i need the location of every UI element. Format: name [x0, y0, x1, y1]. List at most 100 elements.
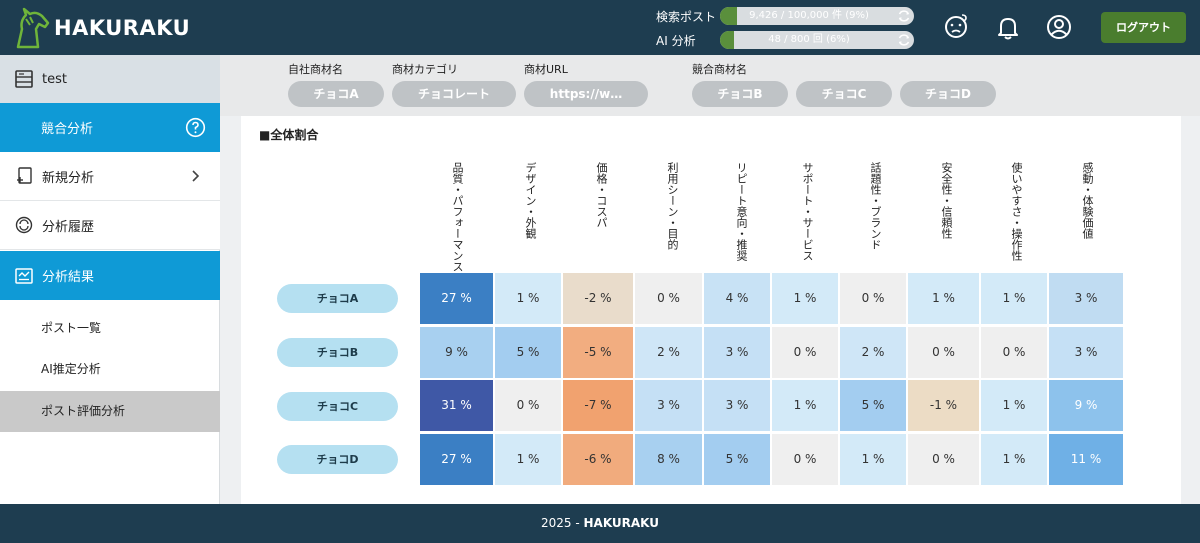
footer: 2025 - HAKURAKU [0, 504, 1200, 543]
heatmap-cell: 31 % [420, 380, 495, 433]
heatmap-cell: -6 % [563, 434, 635, 487]
heatmap-cell: 5 % [704, 434, 772, 487]
column-header: 利用シーン・目的 [666, 162, 679, 250]
logo-text: HAKURAKU [54, 16, 191, 40]
competitor-chip[interactable]: チョコC [796, 81, 892, 107]
horse-logo-icon [16, 7, 50, 49]
heatmap-cell: 3 % [704, 380, 772, 433]
competitor-chip[interactable]: チョコD [900, 81, 996, 107]
heatmap-cell: 0 % [908, 327, 981, 380]
top-header: HAKURAKU 検索ポスト 9,426 / 100,000 件 (9%) AI… [0, 0, 1200, 55]
own-product-label: 自社商材名 [288, 63, 343, 76]
column-header: 価格・コスパ [595, 162, 608, 228]
heatmap-cell: 1 % [840, 434, 908, 487]
heatmap-cell: 11 % [1049, 434, 1125, 487]
footer-year: 2025 - [540, 516, 584, 530]
footer-brand: HAKURAKU [583, 516, 660, 530]
row-label-chip[interactable]: チョコD [277, 445, 398, 474]
section-title: ■全体割合 [259, 128, 319, 142]
sidebar-item-label: 分析履歴 [42, 219, 95, 235]
column-header: 感動・体験価値 [1081, 162, 1094, 239]
heatmap-cell: 1 % [495, 273, 563, 326]
search-post-usage: 検索ポスト 9,426 / 100,000 件 (9%) [656, 6, 916, 26]
heatmap-cell: 3 % [635, 380, 704, 433]
heatmap-cell: 0 % [908, 434, 981, 487]
sidebar-item-label: 新規分析 [42, 170, 95, 186]
sidebar-item-label: 分析結果 [42, 270, 95, 285]
heatmap-cell: 27 % [420, 434, 495, 487]
ai-analysis-usage: AI 分析 48 / 800 回 (6%) [656, 30, 916, 50]
sidebar-item-results[interactable]: 分析結果 [0, 251, 220, 300]
usage-progress-bar: 48 / 800 回 (6%) [720, 31, 914, 49]
category-label: 商材カテゴリ [392, 63, 458, 76]
row-label-chip[interactable]: チョコB [277, 338, 398, 367]
heatmap-cell: 2 % [840, 327, 908, 380]
heatmap-cell: 0 % [495, 380, 563, 433]
heatmap-cell: -1 % [908, 380, 981, 433]
sidebar-item-new-analysis[interactable]: 新規分析 [0, 152, 220, 201]
own-product-chip[interactable]: チョコA [288, 81, 384, 107]
competitor-label: 競合商材名 [692, 63, 747, 76]
row-label-chip[interactable]: チョコA [277, 284, 398, 313]
usage-text: 9,426 / 100,000 件 (9%) [749, 10, 869, 21]
heatmap-cell: 27 % [420, 273, 495, 326]
heatmap-cell: -7 % [563, 380, 635, 433]
heatmap-cell: 8 % [635, 434, 704, 487]
sidebar-user[interactable]: test [0, 55, 220, 103]
heatmap-cell: 1 % [772, 273, 840, 326]
competitor-label-group: 競合商材名 [692, 63, 747, 77]
heatmap-cell: 3 % [1049, 327, 1125, 380]
row-label-chip[interactable]: チョコC [277, 392, 398, 421]
heatmap-cell: 0 % [635, 273, 704, 326]
help-circle-icon[interactable] [185, 117, 206, 138]
column-header: 品質・パフォーマンス [451, 162, 464, 272]
own-product-label-group: 自社商材名 [288, 63, 343, 77]
heatmap-cell: 1 % [908, 273, 981, 326]
url-chip[interactable]: https://w… [524, 81, 648, 107]
column-header: 話題性・ブランド [869, 162, 882, 250]
add-document-icon [17, 167, 32, 184]
heatmap-cell: -5 % [563, 327, 635, 380]
category-chip[interactable]: チョコレート [392, 81, 516, 107]
logo[interactable]: HAKURAKU [12, 7, 190, 49]
chart-board-icon [15, 267, 33, 284]
heatmap-cell: 1 % [981, 273, 1049, 326]
usage-progress-bar: 9,426 / 100,000 件 (9%) [720, 7, 914, 25]
sidebar-subitem-ai-estimate[interactable]: AI推定分析 [41, 362, 101, 376]
user-account-icon[interactable] [1045, 13, 1073, 41]
chevron-right-icon [192, 170, 200, 182]
heatmap-cell: 9 % [420, 327, 495, 380]
sidebar-item-history[interactable]: 分析履歴 [0, 201, 220, 250]
heatmap-cell: 5 % [840, 380, 908, 433]
logout-button[interactable]: ログアウト [1101, 12, 1186, 43]
heatmap-cell: 3 % [1049, 273, 1125, 326]
overall-ratio-panel: ■全体割合 品質・パフォーマンス デザイン・外観 価格・コスパ 利用シーン・目的… [241, 116, 1181, 504]
column-header: 安全性・信頼性 [940, 162, 953, 239]
sidebar-item-competitor-analysis[interactable]: 競合分析 [0, 103, 220, 152]
heatmap-cell: 1 % [772, 380, 840, 433]
face-help-icon[interactable] [942, 13, 970, 41]
column-header: デザイン・外観 [524, 162, 537, 239]
refresh-icon[interactable] [897, 9, 911, 23]
column-header: 使いやすさ・操作性 [1010, 162, 1023, 261]
heatmap-cell: 9 % [1049, 380, 1125, 433]
bell-icon[interactable] [994, 13, 1022, 41]
sidebar-subitem-post-list[interactable]: ポスト一覧 [41, 321, 102, 335]
usage-label: 検索ポスト [656, 9, 717, 24]
refresh-icon[interactable] [897, 33, 911, 47]
url-label: 商材URL [524, 63, 568, 76]
heatmap-cell: 3 % [704, 327, 772, 380]
column-header: サポート・サービス [801, 162, 814, 261]
heatmap-cell: 0 % [840, 273, 908, 326]
competitor-chip[interactable]: チョコB [692, 81, 788, 107]
sidebar-subitem-post-evaluation[interactable]: ポスト評価分析 [0, 391, 220, 432]
server-icon [15, 70, 33, 88]
usage-progress-fill [720, 7, 738, 25]
heatmap-cell: 1 % [981, 434, 1049, 487]
history-icon [15, 216, 33, 234]
usage-progress-fill [720, 31, 734, 49]
heatmap-cell: 1 % [981, 380, 1049, 433]
filter-bar: 自社商材名 チョコA 商材カテゴリ チョコレート 商材URL https://w… [220, 55, 1200, 116]
heatmap-cell: 1 % [495, 434, 563, 487]
usage-text: 48 / 800 回 (6%) [768, 34, 850, 45]
